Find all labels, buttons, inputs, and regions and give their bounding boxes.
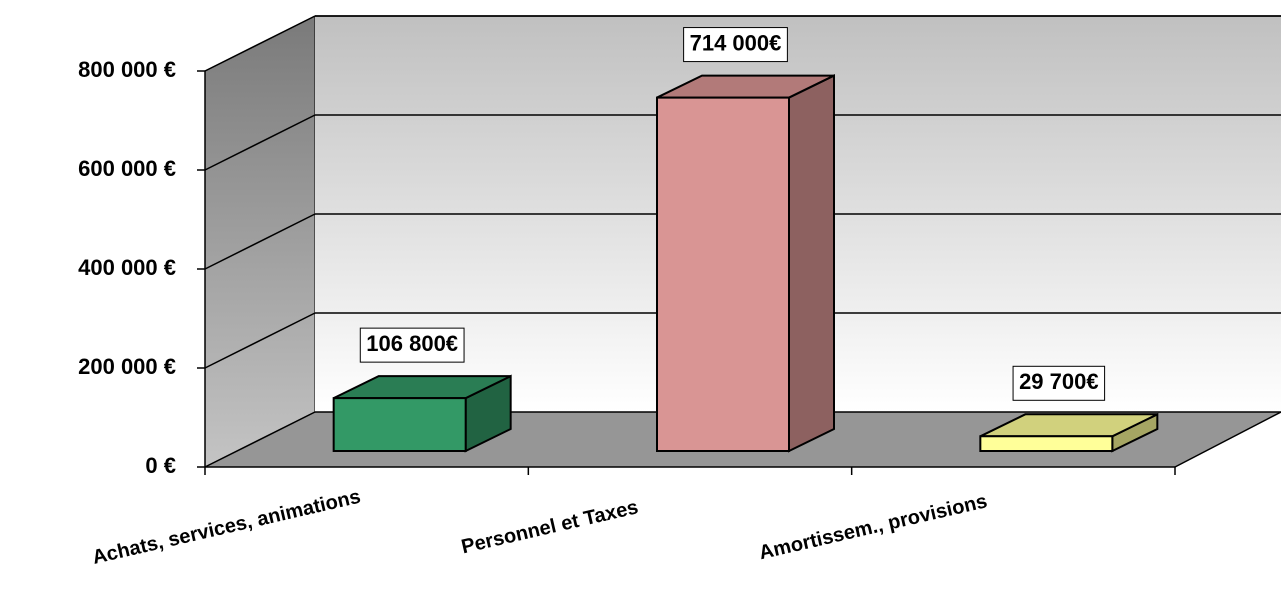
- bar: [656, 73, 835, 453]
- x-tick-label: Personnel et Taxes: [459, 496, 640, 558]
- grid-line: [204, 213, 316, 270]
- value-label-box: [359, 327, 465, 363]
- bar-front: [979, 435, 1114, 452]
- floor-edge: [1174, 411, 1281, 468]
- x-tick-label: Amortissem., provisions: [757, 490, 989, 564]
- bar-side: [788, 73, 835, 453]
- y-tick-label: 400 000 €: [78, 255, 176, 280]
- x-tick-label: Achats, services, animations: [90, 486, 362, 569]
- grid-line: [204, 15, 316, 72]
- y-tick-label: 0 €: [145, 453, 176, 478]
- bar-front: [332, 397, 467, 452]
- value-label: 714 000€: [690, 30, 782, 55]
- grid-line: [204, 114, 316, 171]
- y-tick-label: 600 000 €: [78, 156, 176, 181]
- value-label: 29 700€: [1019, 369, 1099, 394]
- value-label-box: [683, 27, 788, 63]
- grid-line: [204, 411, 316, 468]
- grid-line: [204, 312, 316, 369]
- value-label-box: [1012, 365, 1106, 401]
- value-label: 106 800€: [366, 331, 458, 356]
- y-tick-label: 800 000 €: [78, 57, 176, 82]
- y-tick-label: 200 000 €: [78, 354, 176, 379]
- bar-front: [656, 96, 790, 452]
- bar: [979, 412, 1159, 453]
- bar: [332, 374, 512, 453]
